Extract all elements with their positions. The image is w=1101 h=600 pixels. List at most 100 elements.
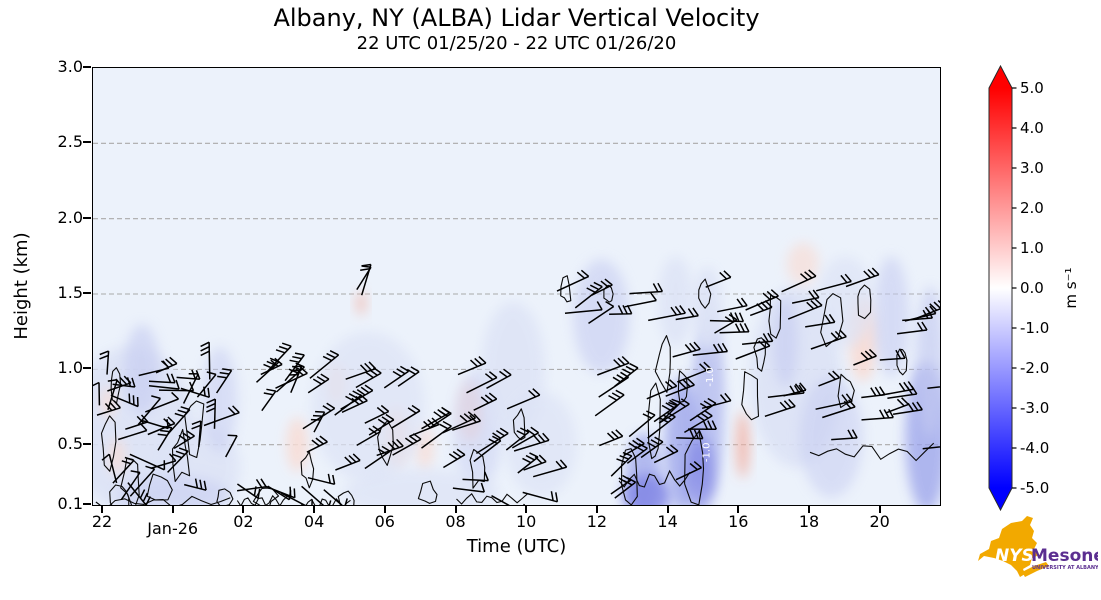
wind-barb [288,365,303,393]
wind-barb [421,420,452,449]
contour-line [456,492,528,505]
wind-barb [148,373,176,384]
wind-barb [861,386,886,399]
wind-barb [705,270,732,288]
colorbar-tick-label: -5.0 [1020,479,1050,497]
x-tick-mark [171,506,174,513]
x-tick-mark [808,506,810,513]
wind-barb [191,420,202,447]
wind-barb [107,375,132,392]
wind-barb [265,485,296,499]
wind-barb [598,371,630,398]
logo-nys-text: NYS [995,546,1034,566]
wind-barb [200,341,211,380]
wind-barb [599,429,624,447]
contour-line [300,451,315,489]
wind-barb [922,446,940,450]
y-tick-mark [83,292,91,295]
wind-barb [629,282,664,295]
contour-line [109,484,130,505]
y-tick-label: 0.1 [57,494,83,513]
y-tick-mark [83,367,91,370]
velocity-shading [202,346,238,453]
wind-barb [880,381,915,397]
wind-barb [280,492,313,505]
colorbar-tick-label: 5.0 [1020,79,1044,97]
wind-barb [173,430,195,450]
wind-barb [692,342,729,356]
wind-barb [897,321,928,335]
velocity-shading [817,256,874,347]
wind-barb [816,273,852,292]
contour-line [618,469,691,488]
contour-line [820,293,844,348]
wind-barb [675,461,702,481]
wind-barb [749,300,773,317]
contour-line [698,278,712,309]
wind-barb [623,437,645,456]
contour-line [654,335,671,393]
wind-barb [709,312,745,323]
contour-line [896,348,908,376]
wind-barb [368,413,395,436]
wind-barb [266,342,292,373]
wind-barb [323,489,348,505]
wind-barb [556,269,590,292]
wind-barb [861,408,894,421]
wind-barb [653,444,679,464]
velocity-shading [873,256,909,377]
velocity-shading [124,324,160,415]
x-tick-label: Jan-26 [147,519,199,538]
contour-line [684,430,705,505]
x-tick-label: 18 [798,512,820,531]
wind-barb [640,436,664,459]
wind-barb [517,452,539,474]
wind-barb [614,362,639,387]
wind-barb [110,393,139,408]
wind-barb [301,485,332,505]
wind-barb [364,404,390,424]
velocity-shading [356,291,366,316]
wind-barb [781,269,817,293]
wind-barb [783,382,807,397]
wind-barb [506,388,541,410]
wind-barb [609,304,633,315]
colorbar-unit-label: m s⁻¹ [1062,267,1080,309]
contour-line [809,442,935,462]
wind-barb [237,478,267,492]
wind-barb [167,447,189,473]
contour-line [768,294,782,339]
wind-barb [452,482,486,493]
wind-barb [117,422,148,441]
wind-barb [391,404,421,429]
wind-barb [443,448,466,469]
wind-barb [334,390,362,416]
wind-barb [805,313,836,328]
x-tick-mark [313,506,316,513]
plot-canvas: -1.0 -1.0 [93,142,940,505]
y-tick-label: 2.5 [57,132,83,152]
velocity-shading [686,437,715,505]
colorbar-tick-label: 0.0 [1020,279,1044,297]
y-tick-mark [83,141,91,144]
wind-barb [137,395,161,426]
wind-barb [764,398,796,418]
wind-barb [597,355,630,376]
wind-barb [125,414,149,430]
wind-barb [364,445,391,470]
wind-barb [167,406,191,435]
wind-barb [466,371,498,394]
wind-barb [473,435,502,463]
wind-barb [147,416,176,436]
x-axis-label: Time (UTC) [466,536,567,557]
wind-barb [665,377,695,397]
colorbar-extend-max [989,66,1012,88]
x-tick-mark [101,506,103,513]
wind-barb [646,379,678,400]
wind-barb [307,373,330,394]
contour-line [647,382,661,460]
wind-barb [93,381,101,406]
wind-barb [356,425,382,447]
x-tick-mark [737,506,740,513]
wind-barb [473,392,498,411]
